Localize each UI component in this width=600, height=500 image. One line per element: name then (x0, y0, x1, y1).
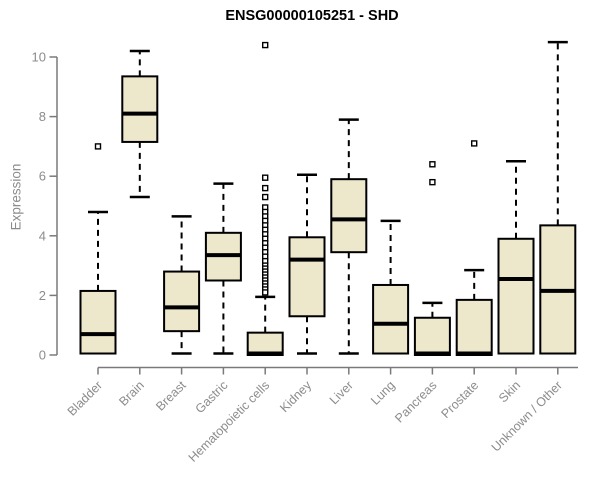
x-axis-label-bladder: Bladder (65, 378, 105, 418)
outlier-bladder (94, 143, 102, 150)
outlier-hematopoietic-cells (262, 184, 269, 192)
outlier-hematopoietic-cells (262, 41, 269, 49)
x-axis-label-pancreas: Pancreas (392, 378, 439, 425)
y-tick-label: 10 (32, 50, 46, 65)
outlier-prostate (471, 140, 478, 147)
box-lung (372, 283, 410, 355)
y-axis-label: Expression (8, 163, 24, 231)
y-tick-label: 8 (39, 109, 46, 124)
box-brain (121, 75, 159, 143)
x-axis-label-kidney: Kidney (277, 378, 314, 415)
box-skin (497, 237, 535, 355)
x-axis-label-unknown-other: Unknown / Other (489, 378, 565, 454)
box-breast (163, 270, 201, 333)
outlier-hematopoietic-cells (262, 193, 269, 201)
x-axis-label-breast: Breast (153, 378, 189, 414)
x-axis-label-skin: Skin (496, 378, 523, 405)
x-axis-label-liver: Liver (327, 378, 356, 407)
outlier-pancreas (429, 178, 436, 186)
outlier-pancreas (429, 161, 436, 168)
y-tick-label: 4 (39, 228, 46, 243)
y-tick-label: 0 (39, 348, 46, 363)
box-prostate (455, 298, 493, 356)
y-tick-label: 2 (39, 288, 46, 303)
box-pancreas (413, 316, 451, 356)
x-axis-label-prostate: Prostate (438, 378, 481, 421)
x-axis-label-lung: Lung (368, 378, 398, 408)
x-axis-label-gastric: Gastric (193, 378, 231, 416)
y-tick-label: 6 (39, 169, 46, 184)
chart-title: ENSG00000105251 - SHD (225, 8, 399, 24)
box-liver (330, 178, 368, 254)
x-axis-label-hematopoietic-cells: Hematopoietic cells (186, 378, 273, 465)
box-bladder (79, 289, 117, 355)
box-kidney (288, 236, 326, 318)
outlier-hematopoietic-cells (262, 174, 269, 181)
outlier-hematopoietic-cells (262, 289, 269, 296)
x-axis-label-brain: Brain (116, 378, 147, 409)
